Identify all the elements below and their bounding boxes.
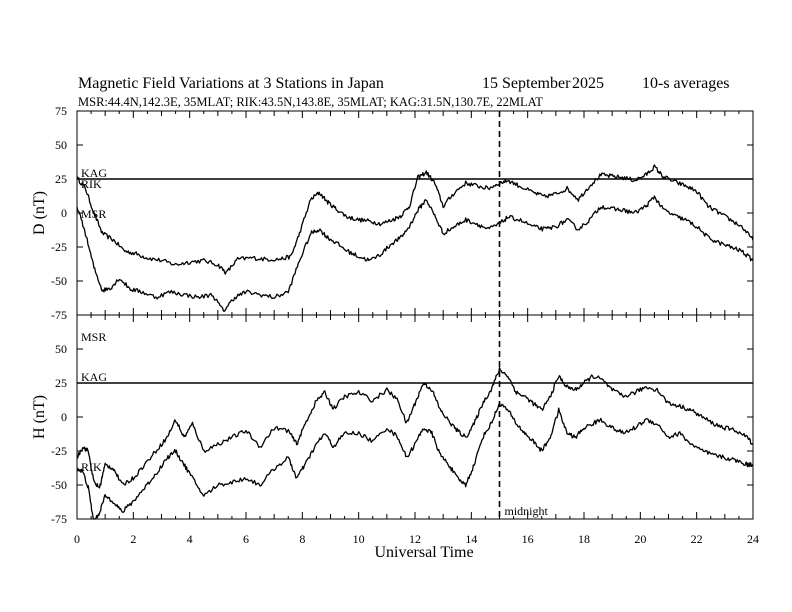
series-line-kag-rik <box>76 402 754 520</box>
series-lines <box>76 164 754 520</box>
x-tick-label: 18 <box>578 532 590 546</box>
x-tick-label: 22 <box>691 532 703 546</box>
y-tick-label: 25 <box>55 376 67 390</box>
x-tick-label: 20 <box>634 532 646 546</box>
top-panel-frame <box>76 110 754 316</box>
x-tick-label: 8 <box>299 532 305 546</box>
chart-averaging: 10-s averages <box>642 75 730 92</box>
y-tick-label: 0 <box>61 410 67 424</box>
chart-title: Magnetic Field Variations at 3 Stations … <box>78 75 384 92</box>
y-tick-label: 50 <box>55 138 67 152</box>
bottom-label-kag: KAG <box>81 370 107 384</box>
top-label-msr: MSR <box>81 207 106 221</box>
y-tick-label: 25 <box>55 172 67 186</box>
x-tick-label: 16 <box>522 532 534 546</box>
y-axis-label-bottom: H (nT) <box>31 395 48 439</box>
y-tick-label: 75 <box>55 104 67 118</box>
y-tick-label: -50 <box>51 478 67 492</box>
bottom-label-rik: RIK <box>81 460 102 474</box>
x-tick-label: 24 <box>747 532 759 546</box>
x-axis-label: Universal Time <box>374 544 473 561</box>
x-tick-label: 4 <box>187 532 193 546</box>
chart-year: 2025 <box>572 75 604 92</box>
series-line-msr <box>76 195 754 312</box>
top-label-rik: RIK <box>81 177 102 191</box>
y-axis-label-top: D (nT) <box>31 191 48 235</box>
y-tick-label: -50 <box>51 274 67 288</box>
bottom-label-msr: MSR <box>81 330 106 344</box>
x-tick-label: 12 <box>409 532 421 546</box>
bottom-panel-frame <box>76 314 754 520</box>
x-tick-label: 0 <box>74 532 80 546</box>
y-tick-label: 50 <box>55 342 67 356</box>
y-tick-label: -25 <box>51 240 67 254</box>
x-tick-label: 10 <box>353 532 365 546</box>
chart-date: 15 September <box>482 75 571 92</box>
y-tick-label: -75 <box>51 512 67 526</box>
y-tick-label: 0 <box>61 206 67 220</box>
x-tick-label: 14 <box>465 532 477 546</box>
y-tick-label: -25 <box>51 444 67 458</box>
series-line-kag-rik <box>76 164 754 275</box>
y-tick-label: -75 <box>51 308 67 322</box>
baselines <box>77 178 753 384</box>
x-tick-label: 2 <box>130 532 136 546</box>
midnight-label: midnight <box>505 504 549 518</box>
station-info: MSR:44.4N,142.3E, 35MLAT; RIK:43.5N,143.… <box>78 95 543 109</box>
top-label-kag: KAG <box>81 166 107 180</box>
series-line-msr <box>76 367 754 489</box>
x-tick-label: 6 <box>243 532 249 546</box>
